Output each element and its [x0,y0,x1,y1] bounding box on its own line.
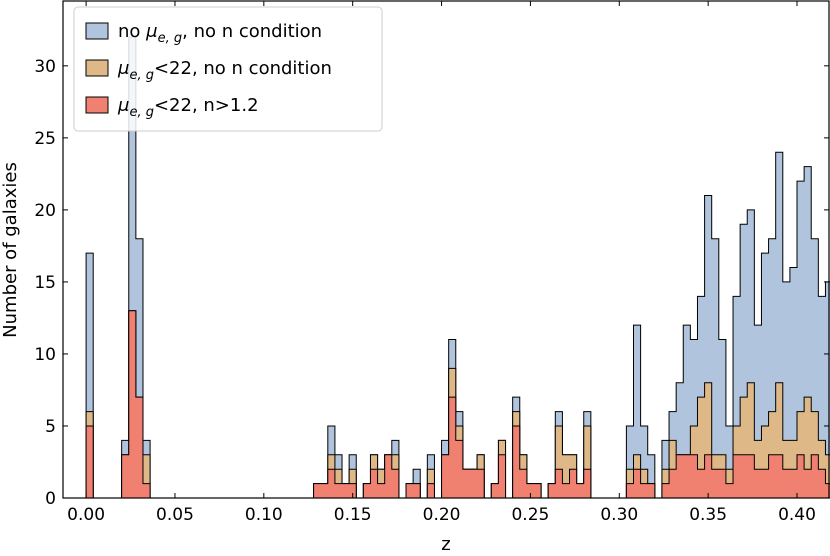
y-tick-label: 20 [34,201,56,221]
x-tick-label: 0.10 [245,505,283,525]
y-tick-label: 15 [34,273,56,293]
y-axis-label: Number of galaxies [0,162,21,338]
y-tick-label: 5 [45,417,56,437]
legend-label: μe, g<22, n>1.2 [117,95,259,120]
plot-frame [62,0,830,499]
legend-label: μe, g<22, no n condition [117,58,332,83]
y-tick-label: 0 [45,489,56,509]
histogram-series-3 [85,310,830,499]
x-tick-label: 0.00 [67,505,105,525]
x-tick-label: 0.40 [778,505,816,525]
x-axis-label: z [441,534,450,555]
x-tick-label: 0.20 [423,505,461,525]
y-tick-label: 10 [34,345,56,365]
x-tick-label: 0.30 [600,505,638,525]
legend-swatch [85,96,109,114]
x-tick-label: 0.05 [156,505,194,525]
y-tick-label: 30 [34,57,56,77]
axis-ticks: 0.00 0.05 0.10 0.15 0.20 0.25 0.30 0.35 0.40 0 5 10… [34,1,829,525]
legend-label: no μe, g, no n condition [118,21,322,46]
x-tick-label: 0.35 [689,505,727,525]
legend-swatch [85,22,109,40]
legend-box [73,6,383,132]
histogram-bars [85,36,830,499]
x-tick-label: 0.25 [511,505,549,525]
legend: no μe, g, no n condition μe, g<22, no n c… [73,6,383,132]
y-tick-label: 25 [34,129,56,149]
x-tick-label: 0.15 [334,505,372,525]
legend-swatch [85,59,109,77]
